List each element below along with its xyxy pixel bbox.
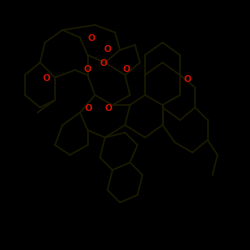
Text: O: O xyxy=(85,104,92,113)
Text: O: O xyxy=(104,46,112,54)
Text: O: O xyxy=(184,76,192,84)
Text: O: O xyxy=(42,74,50,83)
Text: O: O xyxy=(84,66,92,74)
Text: O: O xyxy=(105,104,112,113)
Text: O: O xyxy=(122,66,130,74)
Text: O: O xyxy=(88,34,95,43)
Text: O: O xyxy=(100,59,108,68)
